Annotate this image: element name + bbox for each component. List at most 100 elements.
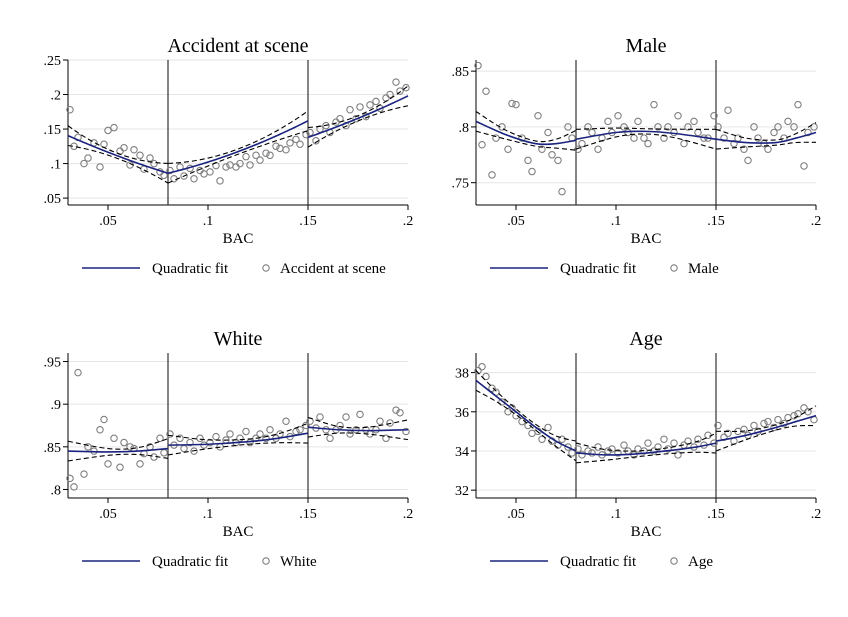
fit-line bbox=[575, 130, 717, 140]
scatter-point bbox=[660, 435, 668, 443]
scatter-point bbox=[784, 117, 792, 126]
legend-scatter-swatch bbox=[670, 264, 678, 272]
scatter-point bbox=[156, 434, 164, 443]
scatter-point bbox=[372, 97, 380, 106]
scatter-point bbox=[100, 415, 108, 424]
scatter-point bbox=[196, 434, 204, 443]
x-tick-label: .15 bbox=[299, 214, 317, 229]
scatter-point bbox=[120, 438, 128, 447]
chart-panel-4: Age 32 34 36 38 .05 .1 .15 .2 BAC Quadratic fit Age bbox=[455, 328, 821, 570]
x-tick-label: .2 bbox=[403, 214, 414, 229]
ci-lower-line bbox=[307, 432, 409, 441]
scatter-point bbox=[96, 426, 104, 434]
x-tick-label: .2 bbox=[811, 214, 822, 229]
scatter-point bbox=[528, 429, 536, 438]
scatter-point bbox=[558, 187, 566, 196]
scatter-point bbox=[382, 94, 390, 102]
ci-upper-line bbox=[475, 111, 577, 143]
scatter-point bbox=[640, 134, 648, 142]
fit-line bbox=[67, 134, 169, 175]
scatter-point bbox=[664, 123, 672, 131]
scatter-point bbox=[266, 151, 274, 160]
legend-scatter-label: Age bbox=[688, 554, 713, 570]
scatter-point bbox=[262, 434, 270, 443]
scatter-point bbox=[710, 439, 718, 447]
fit-line bbox=[715, 414, 817, 442]
scatter-point bbox=[714, 421, 722, 430]
y-tick-label: .25 bbox=[44, 54, 62, 69]
x-axis-label: BAC bbox=[223, 231, 254, 247]
scatter-point bbox=[176, 434, 184, 443]
ci-upper-line bbox=[575, 127, 717, 130]
scatter-point bbox=[488, 384, 496, 393]
scatter-point bbox=[402, 83, 410, 92]
scatter-point bbox=[724, 429, 732, 438]
scatter-point bbox=[804, 128, 812, 137]
scatter-point bbox=[684, 123, 692, 131]
scatter-point bbox=[548, 151, 556, 159]
y-tick-label: .75 bbox=[452, 177, 470, 192]
scatter-point bbox=[332, 118, 340, 126]
x-tick-label: .1 bbox=[611, 507, 622, 522]
y-tick-label: .05 bbox=[44, 192, 62, 207]
scatter-point bbox=[100, 140, 108, 148]
y-tick-label: .15 bbox=[44, 123, 62, 138]
scatter-point bbox=[242, 427, 250, 436]
x-tick-label: .05 bbox=[507, 214, 525, 229]
fit-line bbox=[67, 447, 169, 453]
ci-upper-line bbox=[67, 438, 169, 450]
ci-lower-line bbox=[67, 453, 169, 462]
scatter-point bbox=[554, 156, 562, 165]
scatter-point bbox=[664, 445, 672, 453]
scatter-point bbox=[342, 413, 350, 421]
legend-fit-label: Quadratic fit bbox=[560, 554, 637, 570]
legend-fit-label: Quadratic fit bbox=[152, 261, 229, 277]
scatter-point bbox=[376, 417, 384, 425]
scatter-point bbox=[236, 159, 244, 168]
scatter-point bbox=[620, 441, 628, 449]
chart-panel-1: Accident at scene .05 .1 .15 .2 .25 .05 .1 .15 .2… bbox=[44, 35, 414, 277]
ci-upper-line bbox=[715, 122, 817, 141]
fit-line bbox=[167, 120, 309, 175]
scatter-point bbox=[396, 87, 404, 95]
ci-lower-line bbox=[575, 133, 717, 150]
x-tick-label: .05 bbox=[99, 214, 117, 229]
y-tick-label: .95 bbox=[44, 356, 62, 371]
scatter-point bbox=[498, 398, 506, 406]
scatter-point bbox=[524, 156, 532, 165]
scatter-point bbox=[296, 426, 304, 434]
scatter-point bbox=[130, 146, 138, 154]
fit-line bbox=[307, 426, 409, 432]
scatter-point bbox=[386, 419, 394, 427]
x-tick-label: .1 bbox=[611, 214, 622, 229]
scatter-point bbox=[674, 112, 682, 120]
scatter-point bbox=[296, 140, 304, 148]
scatter-point bbox=[604, 117, 612, 126]
scatter-point bbox=[670, 439, 678, 447]
scatter-point bbox=[212, 432, 220, 441]
scatter-point bbox=[166, 430, 174, 438]
y-tick-label: .8 bbox=[51, 483, 62, 498]
scatter-point bbox=[110, 434, 118, 443]
scatter-point bbox=[620, 123, 628, 131]
scatter-point bbox=[724, 106, 732, 114]
scatter-point bbox=[744, 156, 752, 165]
scatter-point bbox=[226, 430, 234, 438]
scatter-point bbox=[256, 156, 264, 164]
scatter-point bbox=[574, 145, 582, 153]
scatter-point bbox=[96, 163, 104, 171]
chart-title: Accident at scene bbox=[167, 35, 308, 57]
scatter-point bbox=[774, 123, 782, 131]
y-tick-label: .85 bbox=[452, 65, 470, 80]
scatter-point bbox=[292, 427, 300, 436]
scatter-point bbox=[588, 128, 596, 137]
scatter-point bbox=[66, 474, 74, 483]
scatter-point bbox=[326, 434, 334, 443]
scatter-point bbox=[804, 408, 812, 416]
chart-panel-2: Male .75 .8 .85 .05 .1 .15 .2 BAC Quadratic fit Ma… bbox=[452, 35, 822, 277]
scatter-point bbox=[608, 445, 616, 453]
scatter-point bbox=[126, 443, 134, 451]
scatter-point bbox=[386, 90, 394, 99]
scatter-point bbox=[120, 143, 128, 152]
scatter-point bbox=[346, 105, 354, 114]
